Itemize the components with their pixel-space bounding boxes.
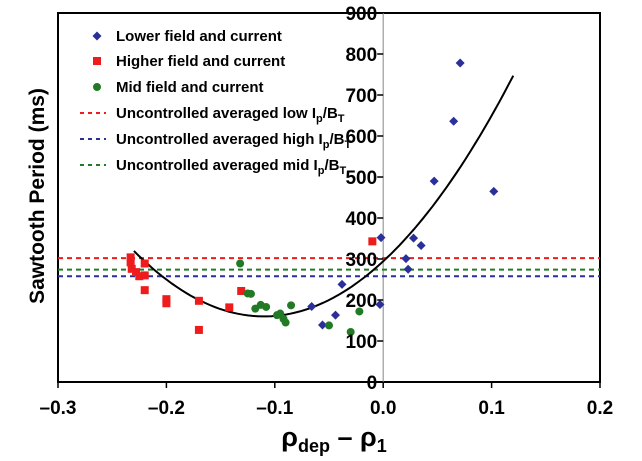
x-tick-label-4: 0.1: [478, 398, 505, 419]
y-axis-title: Sawtooth Period (ms): [26, 88, 49, 304]
point-diamond-0-2: [489, 186, 499, 196]
legend-label-2: Mid field and current: [116, 79, 264, 96]
y-tick-label-8: 800: [345, 45, 377, 66]
x-axis-ticks: –0.3 –0.2 –0.1 0.0 0.1 0.2: [40, 382, 613, 419]
y-tick-label-3: 300: [345, 250, 377, 271]
x-tick-label-5: 0.2: [587, 398, 613, 419]
point-square-1-9: [162, 299, 171, 308]
point-square-1-1: [126, 258, 135, 267]
point-square-1-11: [194, 325, 203, 334]
x-title-rho-a: ρ: [281, 422, 298, 452]
point-square-1-4: [135, 272, 144, 281]
point-diamond-0-9: [375, 300, 385, 310]
point-square-1-12: [225, 303, 234, 312]
point-square-1-3: [132, 268, 141, 277]
legend-marker-0: [92, 31, 102, 41]
legend-label-3: Uncontrolled averaged low Ip/BT: [116, 105, 345, 125]
y-tick-label-1: 100: [345, 332, 377, 353]
point-diamond-0-6: [403, 264, 413, 274]
x-tick-label-1: –0.2: [148, 398, 185, 419]
x-title-sub-dep: dep: [298, 436, 330, 456]
x-tick-label-3: 0.0: [370, 398, 396, 419]
point-diamond-0-0: [455, 58, 465, 68]
point-diamond-0-3: [429, 176, 439, 186]
x-tick-label-0: –0.3: [40, 398, 77, 419]
point-square-1-6: [140, 259, 149, 268]
point-circle-2-11: [325, 321, 333, 330]
point-square-1-14: [368, 237, 377, 246]
plot-area-frame: [57, 12, 601, 383]
point-diamond-0-8: [376, 233, 386, 243]
point-square-1-2: [127, 264, 136, 273]
y-tick-label-4: 400: [345, 209, 377, 230]
legend-label-5: Uncontrolled averaged mid Ip/BT: [116, 157, 346, 177]
point-circle-2-5: [262, 302, 271, 311]
point-square-1-13: [237, 286, 246, 295]
point-square-1-10: [194, 296, 203, 305]
point-square-1-8: [162, 295, 171, 304]
y-tick-label-0: 0: [367, 373, 378, 394]
point-circle-2-13: [355, 307, 364, 316]
y-tick-label-5: 500: [345, 168, 377, 189]
legend: Lower field and current Higher field and …: [80, 28, 351, 177]
y-axis-ticks: 0 100 200 300 400 500 600 700 800 900: [345, 4, 384, 394]
point-square-1-7: [140, 286, 149, 295]
y-tick-label-9: 900: [345, 4, 377, 25]
point-square-1-5: [140, 271, 149, 280]
point-diamond-0-13: [307, 302, 317, 312]
point-diamond-0-10: [331, 310, 341, 320]
x-title-rho-b: ρ: [360, 422, 377, 452]
legend-marker-1: [93, 57, 101, 65]
x-axis-title: ρdep – ρ1: [281, 422, 387, 456]
point-diamond-0-5: [409, 233, 419, 243]
point-circle-2-9: [281, 318, 290, 327]
point-diamond-0-12: [337, 279, 347, 289]
legend-marker-2: [93, 83, 101, 91]
x-title-minus: –: [330, 422, 360, 452]
x-tick-label-2: –0.1: [256, 398, 293, 419]
legend-label-0: Lower field and current: [116, 28, 282, 45]
y-tick-label-6: 600: [345, 127, 377, 148]
data-points-layer: [126, 58, 499, 336]
point-diamond-0-4: [416, 240, 426, 250]
point-diamond-0-11: [317, 320, 327, 330]
y-tick-label-2: 200: [345, 291, 377, 312]
point-square-1-0: [126, 253, 135, 262]
x-title-sub-1: 1: [377, 436, 387, 456]
point-circle-2-2: [246, 289, 255, 298]
point-circle-2-12: [346, 327, 355, 336]
point-circle-2-0: [236, 259, 245, 268]
point-diamond-0-1: [449, 116, 459, 126]
point-circle-2-10: [287, 301, 296, 310]
legend-label-1: Higher field and current: [116, 53, 285, 70]
y-tick-label-7: 700: [345, 86, 377, 107]
point-diamond-0-7: [401, 254, 411, 264]
legend-label-4: Uncontrolled averaged high Ip/BT: [116, 131, 351, 151]
